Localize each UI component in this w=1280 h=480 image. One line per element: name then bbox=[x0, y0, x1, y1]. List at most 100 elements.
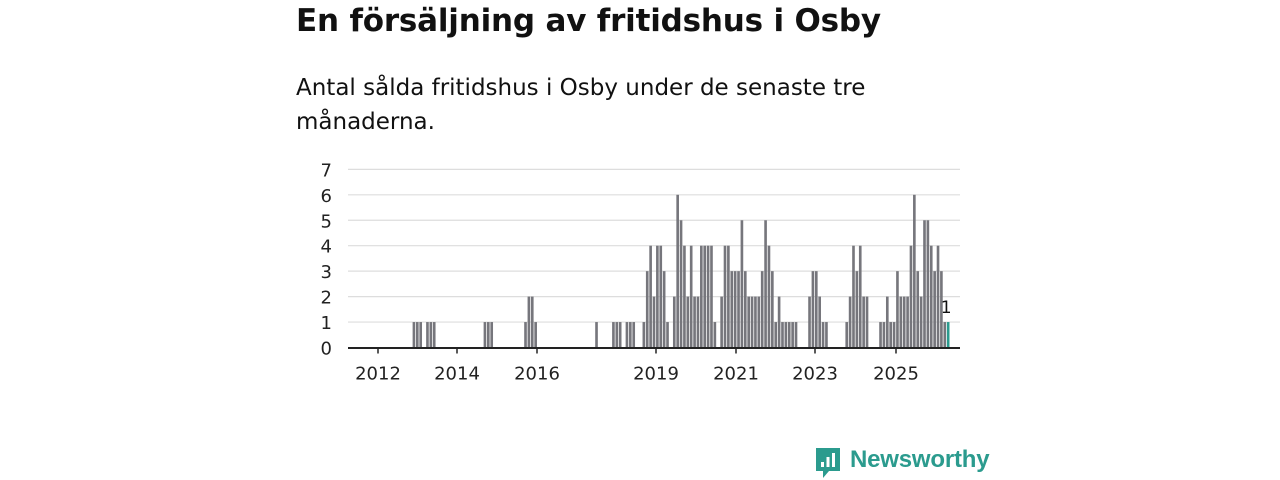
bar bbox=[906, 296, 909, 348]
bar bbox=[645, 271, 649, 348]
bar bbox=[902, 296, 906, 348]
highlight-value-label: 1 bbox=[941, 298, 952, 318]
bar bbox=[649, 245, 652, 348]
bar bbox=[926, 220, 930, 348]
bar bbox=[774, 322, 778, 348]
bar bbox=[730, 271, 734, 348]
bar bbox=[767, 245, 771, 348]
bar bbox=[923, 220, 926, 348]
bar bbox=[700, 245, 703, 348]
bar bbox=[727, 245, 730, 348]
bar bbox=[754, 296, 757, 348]
bar bbox=[733, 271, 737, 348]
bar bbox=[855, 271, 859, 348]
bar bbox=[679, 220, 683, 348]
bar bbox=[791, 322, 794, 348]
bar bbox=[757, 296, 761, 348]
bar bbox=[943, 322, 947, 348]
bar bbox=[713, 322, 717, 348]
bar bbox=[706, 245, 710, 348]
chart-title: En försäljning av fritidshus i Osby bbox=[296, 3, 881, 39]
bar bbox=[483, 322, 487, 348]
x-tick-label: 2014 bbox=[434, 364, 480, 385]
bar bbox=[612, 322, 615, 348]
bar bbox=[794, 322, 798, 348]
bar bbox=[892, 322, 896, 348]
bar bbox=[811, 271, 815, 348]
bar bbox=[652, 296, 656, 348]
bar bbox=[781, 322, 784, 348]
bar bbox=[808, 296, 811, 348]
bar bbox=[490, 322, 494, 348]
x-tick-label: 2019 bbox=[633, 364, 679, 385]
bar bbox=[940, 271, 943, 348]
bar bbox=[683, 245, 686, 348]
bar bbox=[858, 245, 862, 348]
bar bbox=[415, 322, 419, 348]
bar bbox=[750, 296, 754, 348]
bar bbox=[672, 296, 676, 348]
bar bbox=[777, 296, 781, 348]
x-tick-label: 2016 bbox=[514, 364, 560, 385]
bar bbox=[787, 322, 791, 348]
bar bbox=[848, 296, 852, 348]
y-tick-label: 4 bbox=[321, 237, 332, 258]
bar bbox=[885, 296, 889, 348]
bar bbox=[615, 322, 619, 348]
bar bbox=[487, 322, 490, 348]
bar bbox=[865, 296, 869, 348]
y-tick-label: 2 bbox=[321, 288, 332, 309]
x-tick-label: 2021 bbox=[713, 364, 759, 385]
x-tick-label: 2012 bbox=[355, 364, 401, 385]
bar bbox=[710, 245, 713, 348]
bar bbox=[909, 245, 913, 348]
y-tick-label: 7 bbox=[321, 160, 332, 181]
bar bbox=[760, 271, 764, 348]
bar bbox=[534, 322, 537, 348]
bar bbox=[913, 194, 916, 348]
bar bbox=[432, 322, 436, 348]
highlighted-bar bbox=[946, 322, 950, 348]
bar bbox=[720, 296, 723, 348]
bar bbox=[426, 322, 429, 348]
bar bbox=[919, 296, 923, 348]
y-tick-label: 5 bbox=[321, 211, 332, 232]
bar bbox=[412, 322, 416, 348]
newsworthy-logo[interactable]: Newsworthy bbox=[814, 446, 990, 480]
bar bbox=[743, 271, 747, 348]
y-tick-label: 0 bbox=[321, 339, 332, 360]
bar bbox=[693, 296, 696, 348]
newsworthy-logo-icon bbox=[816, 448, 840, 478]
bar bbox=[882, 322, 886, 348]
bar bbox=[625, 322, 629, 348]
bar bbox=[896, 271, 899, 348]
bar bbox=[814, 271, 818, 348]
bar bbox=[656, 245, 659, 348]
x-tick-label: 2023 bbox=[792, 364, 838, 385]
y-tick-label: 3 bbox=[321, 262, 332, 283]
bar bbox=[676, 194, 679, 348]
bar bbox=[764, 220, 767, 348]
bar bbox=[747, 296, 750, 348]
bar bbox=[879, 322, 882, 348]
bar bbox=[642, 322, 646, 348]
bar bbox=[771, 271, 774, 348]
bar bbox=[629, 322, 632, 348]
bar bbox=[618, 322, 622, 348]
bar bbox=[530, 296, 534, 348]
bar bbox=[659, 245, 663, 348]
bar bbox=[818, 296, 821, 348]
y-tick-label: 6 bbox=[321, 186, 332, 207]
bar bbox=[696, 296, 700, 348]
bar bbox=[723, 245, 727, 348]
bar bbox=[933, 271, 936, 348]
bar bbox=[689, 245, 693, 348]
bar bbox=[595, 322, 598, 348]
bar bbox=[862, 296, 865, 348]
bar bbox=[703, 245, 707, 348]
bar bbox=[825, 322, 828, 348]
bar bbox=[899, 296, 903, 348]
bar bbox=[737, 271, 740, 348]
bar bbox=[821, 322, 825, 348]
